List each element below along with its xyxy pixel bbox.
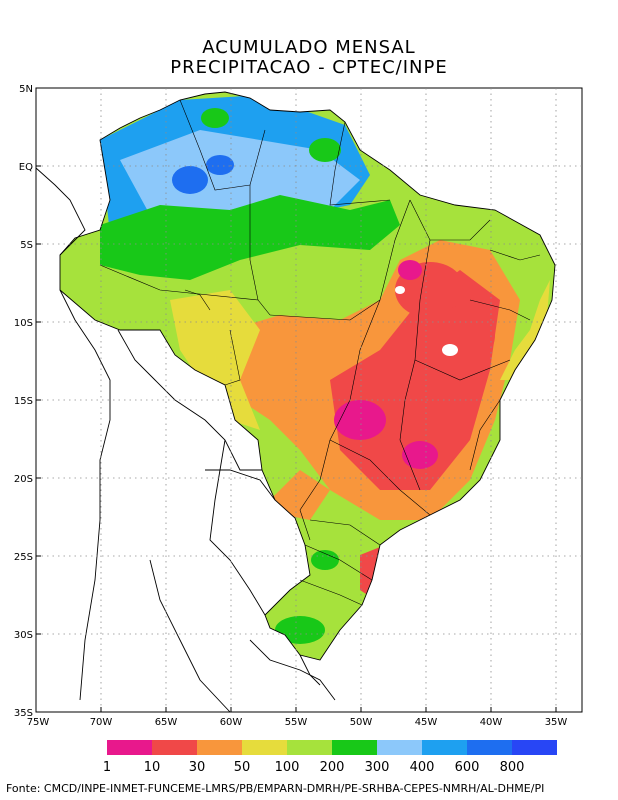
legend-label: 800 (500, 760, 525, 775)
legend-swatch (467, 740, 512, 755)
legend-swatch (197, 740, 242, 755)
lat-label: 20S (14, 474, 33, 485)
lon-label: 55W (285, 717, 308, 728)
lat-label: EQ (19, 162, 33, 173)
lon-label: 70W (90, 717, 113, 728)
legend-swatch (152, 740, 197, 755)
lon-label: 75W (27, 717, 50, 728)
longitude-labels: 75W 70W 65W 60W 55W 50W 45W 40W 35W (27, 717, 568, 728)
legend-label: 30 (189, 760, 206, 775)
lon-label: 40W (480, 717, 503, 728)
lat-label: 5S (20, 240, 33, 251)
source-credit: Fonte: CMCD/INPE-INMET-FUNCEME-LMRS/PB/E… (6, 782, 545, 795)
lat-label: 30S (14, 630, 33, 641)
legend-label: 10 (144, 760, 161, 775)
legend-label: 600 (455, 760, 480, 775)
legend-swatch (107, 740, 152, 755)
lat-label: 25S (14, 552, 33, 563)
legend-swatch (332, 740, 377, 755)
legend-swatch (377, 740, 422, 755)
legend-label: 50 (234, 760, 251, 775)
legend-swatch (512, 740, 557, 755)
legend-label: 300 (365, 760, 390, 775)
legend-labels: 1 10 30 50 100 200 300 400 600 800 (103, 760, 525, 775)
axis-ticks (35, 87, 557, 713)
lat-label: 35S (14, 708, 33, 719)
legend-label: 100 (275, 760, 300, 775)
legend-label: 1 (103, 760, 111, 775)
lat-label: 15S (14, 396, 33, 407)
latitude-labels: 5N EQ 5S 10S 15S 20S 25S 30S 35S (14, 84, 33, 719)
legend-label: 400 (410, 760, 435, 775)
lat-label: 5N (19, 84, 33, 95)
legend-swatch (422, 740, 467, 755)
lat-label: 10S (14, 318, 33, 329)
map-title-line-1: ACUMULADO MENSAL (202, 37, 416, 58)
legend-colorbar (107, 740, 557, 755)
lon-label: 65W (155, 717, 178, 728)
lon-label: 60W (220, 717, 243, 728)
map-title-line-2: PRECIPITACAO - CPTEC/INPE (170, 57, 448, 78)
legend-label: 200 (320, 760, 345, 775)
legend-swatch (242, 740, 287, 755)
lon-label: 35W (545, 717, 568, 728)
legend-swatch (287, 740, 332, 755)
lon-label: 50W (350, 717, 373, 728)
lon-label: 45W (415, 717, 438, 728)
